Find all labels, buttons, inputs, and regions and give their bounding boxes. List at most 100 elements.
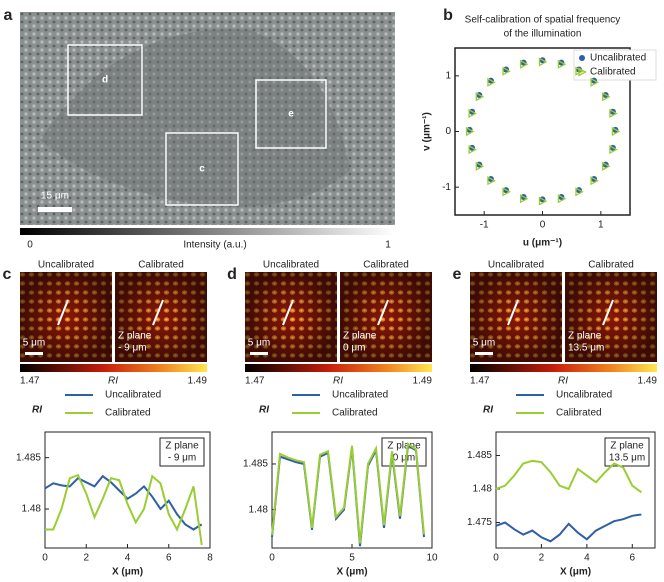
x-tick-label: 8 — [207, 553, 213, 564]
colorbar-min: 1.47 — [470, 376, 490, 387]
point — [575, 187, 584, 197]
roi-box — [165, 132, 239, 206]
scale-bar — [475, 352, 493, 355]
x-tick-label: 0 — [493, 553, 499, 564]
image-title: Calibrated — [138, 260, 184, 271]
legend-label: Calibrated — [332, 408, 378, 419]
image-title: Uncalibrated — [488, 260, 544, 271]
scale-bar-label: 5 μm — [23, 338, 45, 349]
point — [519, 194, 529, 204]
panel-label: b — [443, 7, 453, 24]
legend-label: Calibrated — [105, 408, 151, 419]
point — [475, 161, 485, 171]
point — [590, 176, 599, 186]
point — [465, 126, 475, 137]
ri-image-shade — [115, 272, 207, 362]
annotation-box — [159, 437, 205, 467]
ri-image-shade — [470, 272, 562, 362]
image-title: Calibrated — [363, 260, 409, 271]
colorbar-min: 1.47 — [20, 376, 40, 387]
y-axis-label: RI — [259, 405, 269, 416]
y-tick-label: 1.48 — [22, 504, 42, 515]
z-value-label: - 9 μm — [118, 343, 147, 354]
legend-marker — [578, 67, 587, 77]
point — [519, 59, 529, 69]
y-tick-label: 1.485 — [16, 452, 41, 463]
legend-label: Uncalibrated — [590, 53, 646, 64]
point — [468, 144, 477, 155]
ri-image-shade — [245, 272, 337, 362]
profile-line — [602, 299, 614, 326]
annotation: 0 μm — [393, 453, 415, 464]
annotation-box — [381, 437, 427, 467]
colorbar — [470, 364, 657, 372]
roi-label: d — [102, 75, 108, 86]
legend-label: Calibrated — [590, 67, 636, 78]
y-tick-label: 0 — [445, 126, 451, 137]
line-series — [495, 459, 642, 494]
x-tick-label: 4 — [584, 553, 590, 564]
annotation: - 9 μm — [168, 453, 197, 464]
colorbar-max: 1 — [385, 240, 391, 251]
line-series — [45, 473, 203, 546]
scale-bar-label: 5 μm — [248, 338, 270, 349]
x-tick-label: 6 — [166, 553, 172, 564]
x-tick-label: 1 — [598, 220, 604, 231]
y-tick-label: 1.475 — [467, 517, 492, 528]
chart-title: of the illumination — [504, 29, 582, 40]
colorbar-max: 1.49 — [188, 376, 208, 387]
colorbar-max: 1.49 — [413, 376, 433, 387]
point — [557, 194, 567, 204]
point — [602, 92, 611, 102]
y-axis-label: RI — [483, 405, 493, 416]
x-axis-label: X (μm) — [560, 567, 591, 578]
point — [590, 77, 599, 87]
legend-label: Uncalibrated — [556, 390, 612, 401]
roi-label: e — [288, 109, 294, 120]
line-series — [271, 442, 425, 544]
scale-bar-label: 5 μm — [473, 338, 495, 349]
colorbar-min: 1.47 — [245, 376, 265, 387]
annotation: 13.5 μm — [609, 453, 645, 464]
scale-bar — [25, 352, 43, 355]
x-tick-label: 0 — [269, 553, 275, 564]
legend-label: Calibrated — [556, 408, 602, 419]
colorbar — [20, 228, 395, 235]
x-tick-label: 5 — [349, 553, 355, 564]
image-title: Uncalibrated — [263, 260, 319, 271]
y-axis-label: v (μm⁻¹) — [422, 112, 433, 151]
z-plane-label: Z plane — [568, 331, 602, 342]
x-tick-label: 10 — [426, 553, 438, 564]
roi-label: c — [199, 164, 205, 175]
profile-line — [152, 299, 164, 326]
x-tick-label: -1 — [480, 220, 489, 231]
x-tick-label: 2 — [539, 553, 545, 564]
line-series — [495, 513, 642, 543]
chart-title: Self-calibration of spatial frequency — [465, 15, 621, 26]
colorbar-max: 1.49 — [638, 376, 658, 387]
panel-label: d — [227, 266, 237, 283]
y-tick-label: -1 — [442, 182, 451, 193]
colorbar-label: Intensity (a.u.) — [183, 240, 246, 251]
y-tick-label: 1.48 — [473, 484, 493, 495]
profile-line — [377, 299, 389, 326]
point — [487, 77, 496, 87]
annotation-box — [604, 437, 650, 467]
panel-label: a — [4, 7, 13, 24]
point — [538, 196, 548, 206]
y-tick-label: 1 — [445, 70, 451, 81]
z-plane-label: Z plane — [118, 331, 152, 342]
x-tick-label: 2 — [83, 553, 89, 564]
point — [602, 161, 611, 171]
legend-label: Uncalibrated — [332, 390, 388, 401]
point — [475, 92, 485, 102]
x-axis-label: X (μm) — [336, 567, 367, 578]
annotation: Z plane — [610, 441, 644, 452]
scale-bar-label: 15 μm — [41, 191, 69, 202]
legend-box — [573, 49, 657, 81]
colorbar — [245, 364, 432, 372]
panel-label: c — [3, 266, 12, 283]
point — [502, 66, 511, 76]
point — [609, 144, 618, 155]
